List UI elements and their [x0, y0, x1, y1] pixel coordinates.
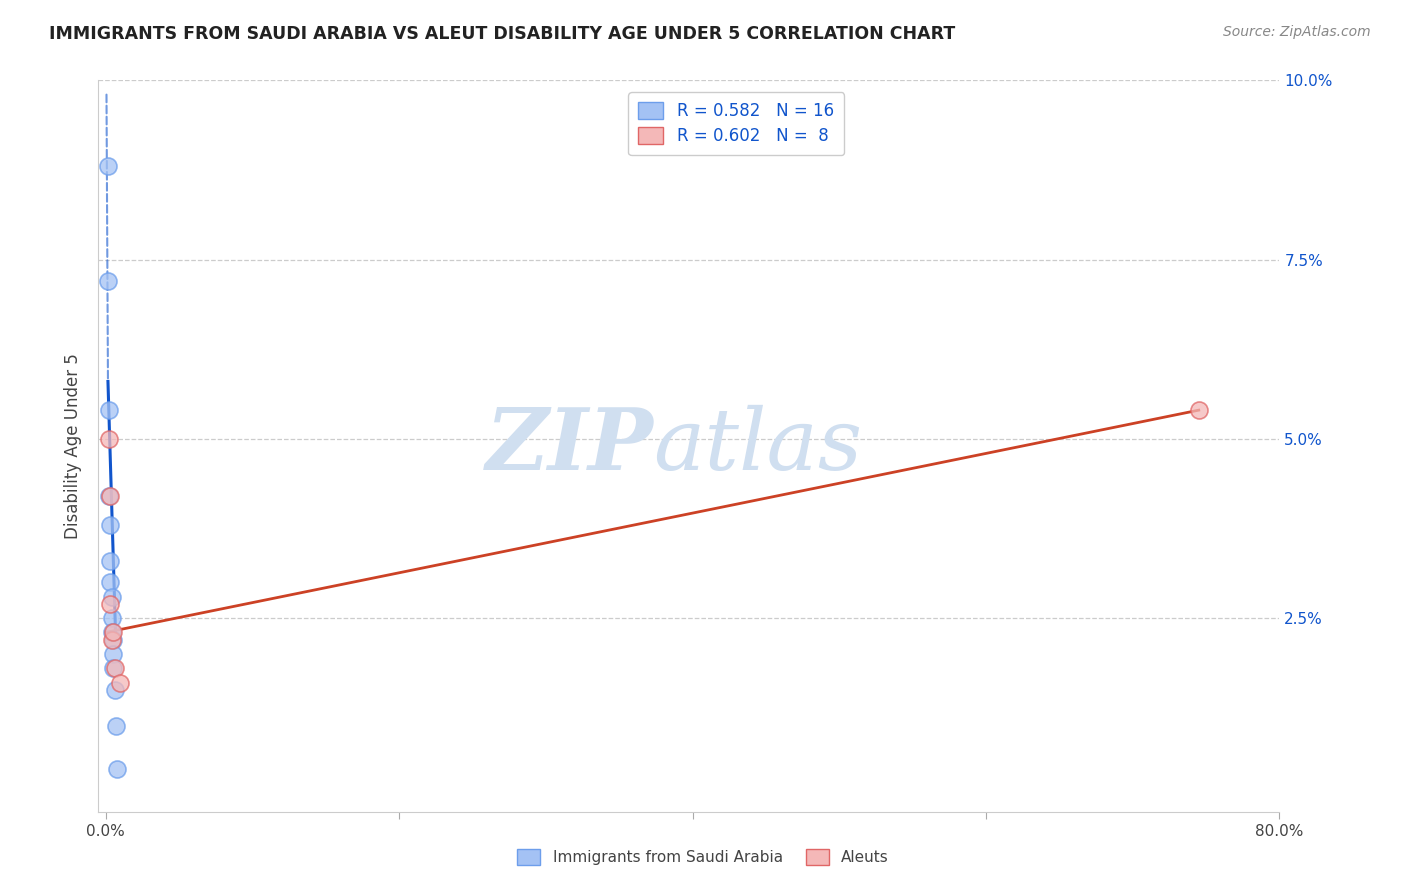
Point — [101, 632, 124, 647]
Point — [97, 159, 120, 173]
Point — [100, 625, 122, 640]
Point — [103, 682, 125, 697]
Point — [1188, 403, 1211, 417]
Point — [105, 719, 128, 733]
Point — [103, 661, 125, 675]
Legend: R = 0.582   N = 16, R = 0.602   N =  8: R = 0.582 N = 16, R = 0.602 N = 8 — [628, 92, 844, 155]
Point — [97, 432, 120, 446]
Point — [101, 661, 124, 675]
Legend: Immigrants from Saudi Arabia, Aleuts: Immigrants from Saudi Arabia, Aleuts — [512, 843, 894, 871]
Text: ZIP: ZIP — [485, 404, 654, 488]
Text: IMMIGRANTS FROM SAUDI ARABIA VS ALEUT DISABILITY AGE UNDER 5 CORRELATION CHART: IMMIGRANTS FROM SAUDI ARABIA VS ALEUT DI… — [49, 25, 956, 43]
Point — [101, 647, 124, 661]
Text: Source: ZipAtlas.com: Source: ZipAtlas.com — [1223, 25, 1371, 39]
Point — [98, 554, 121, 568]
Point — [97, 403, 120, 417]
Point — [97, 274, 120, 288]
Text: atlas: atlas — [654, 405, 863, 487]
Point — [110, 675, 132, 690]
Point — [98, 517, 121, 532]
Point — [97, 489, 120, 503]
Point — [100, 611, 122, 625]
Point — [100, 632, 122, 647]
Point — [107, 762, 129, 776]
Point — [98, 575, 121, 590]
Point — [98, 597, 121, 611]
Y-axis label: Disability Age Under 5: Disability Age Under 5 — [65, 353, 83, 539]
Point — [98, 489, 121, 503]
Point — [101, 625, 124, 640]
Point — [100, 590, 122, 604]
